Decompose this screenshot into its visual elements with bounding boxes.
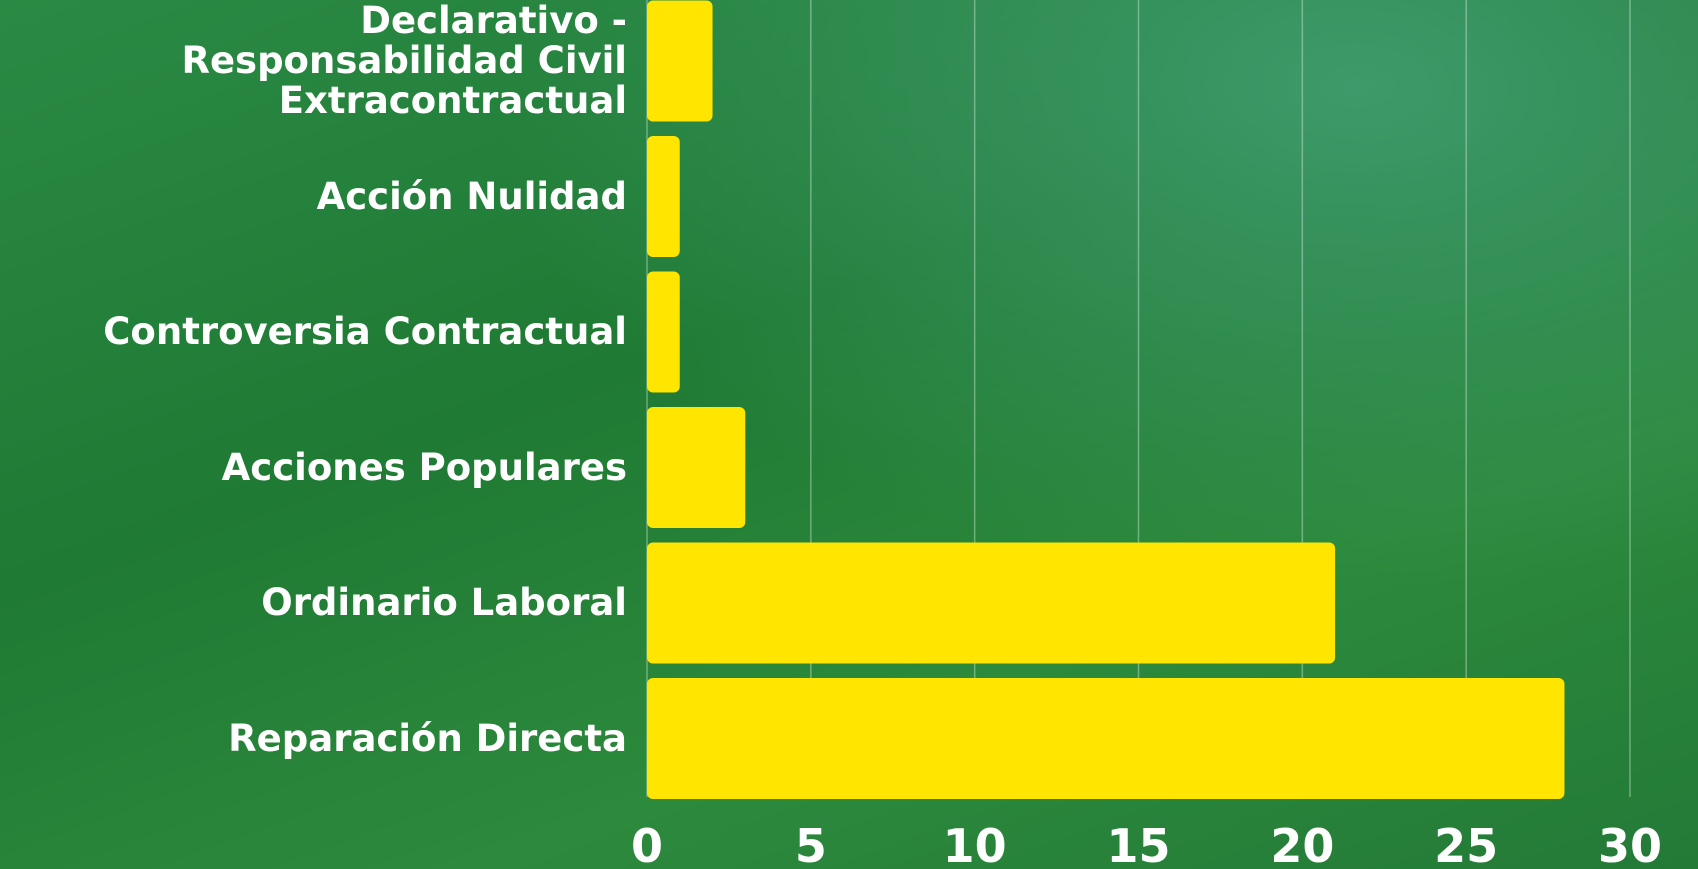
y-tick-label: Controversia Contractual (10, 312, 627, 352)
x-tick-label: 0 (631, 819, 663, 869)
x-tick-label: 20 (1270, 819, 1334, 869)
y-tick-label: Acciones Populares (10, 448, 627, 488)
y-tick-label: Declarativo - Responsabilidad Civil Extr… (10, 1, 627, 121)
bar (647, 272, 680, 393)
y-tick-label: Acción Nulidad (10, 177, 627, 217)
bar (647, 1, 713, 122)
page: 051015202530 (() => { const data = JSON.… (0, 0, 1698, 869)
x-tick-label: 15 (1106, 819, 1170, 869)
x-tick-label: 10 (943, 819, 1007, 869)
y-tick-label: Reparación Directa (10, 719, 627, 759)
bar (647, 407, 745, 528)
bar (647, 136, 680, 257)
x-tick-label: 25 (1434, 819, 1498, 869)
x-tick-label: 5 (795, 819, 827, 869)
x-tick-label: 30 (1598, 819, 1662, 869)
y-tick-label: Ordinario Laboral (10, 583, 627, 623)
bar (647, 543, 1335, 664)
bar (647, 678, 1564, 799)
